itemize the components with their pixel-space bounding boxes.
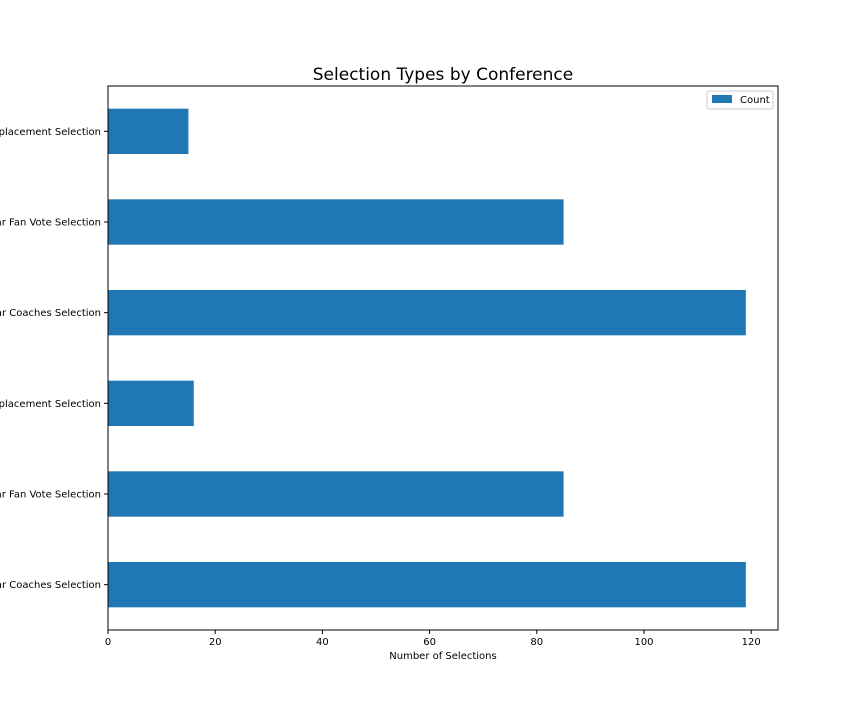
bar bbox=[108, 290, 746, 336]
bar bbox=[108, 380, 194, 426]
y-tick-label: Eastern All-Star Coaches Selection bbox=[0, 308, 101, 319]
x-tick-label: 0 bbox=[105, 637, 111, 648]
x-tick-label: 20 bbox=[209, 637, 222, 648]
bar bbox=[108, 108, 189, 154]
bar bbox=[108, 199, 564, 245]
bar bbox=[108, 471, 564, 517]
bar bbox=[108, 562, 746, 608]
y-tick-label: Western All-Star Replacement Selection bbox=[0, 399, 101, 410]
y-tick-label: Eastern All-Star Replacement Selection bbox=[0, 127, 101, 138]
x-axis: 0 20 40 60 80 100 120 bbox=[105, 630, 761, 648]
bars-group bbox=[108, 108, 746, 608]
legend-label: Count bbox=[740, 95, 770, 106]
chart-title: Selection Types by Conference bbox=[313, 65, 573, 85]
legend: Count bbox=[706, 90, 774, 110]
x-axis-label: Number of Selections bbox=[389, 651, 496, 662]
y-tick-label: Western All-Star Fan Vote Selection bbox=[0, 490, 101, 501]
y-axis: Western All-Star Coaches Selection Wester… bbox=[0, 127, 108, 591]
legend-swatch bbox=[712, 95, 732, 103]
plot-frame bbox=[107, 85, 779, 631]
x-tick-label: 60 bbox=[423, 637, 436, 648]
y-tick-label: Eastern All-Star Fan Vote Selection bbox=[0, 218, 101, 229]
x-tick-label: 40 bbox=[316, 637, 329, 648]
x-tick-label: 120 bbox=[742, 637, 761, 648]
x-tick-label: 80 bbox=[530, 637, 543, 648]
y-tick-label: Western All-Star Coaches Selection bbox=[0, 580, 101, 591]
x-tick-label: 100 bbox=[634, 637, 653, 648]
